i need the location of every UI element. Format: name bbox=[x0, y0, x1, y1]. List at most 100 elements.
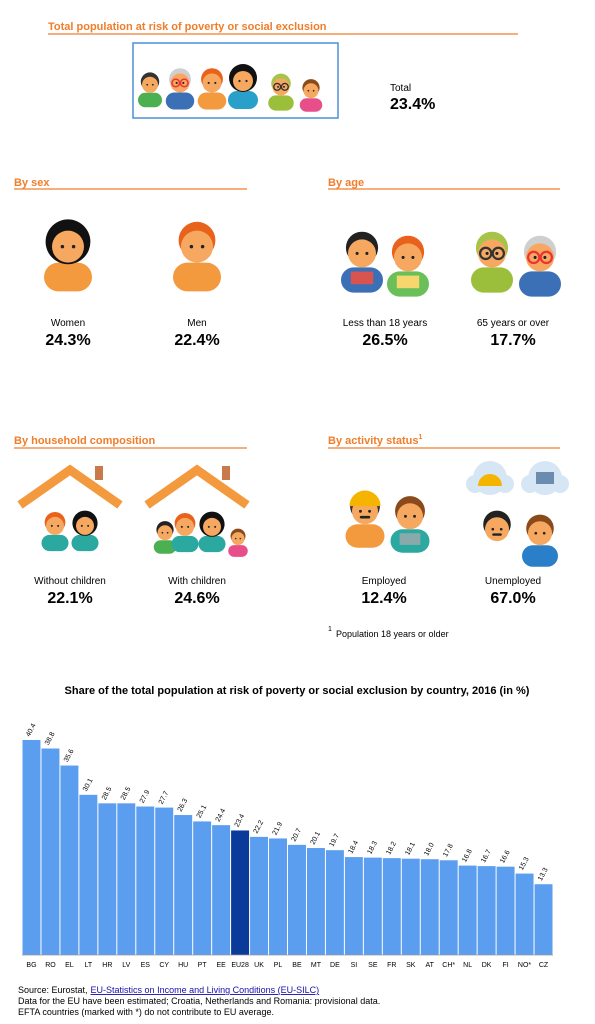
value-label: 30.1 bbox=[82, 777, 95, 792]
value-label: 16.7 bbox=[480, 849, 493, 864]
item-value: 22.1% bbox=[47, 590, 92, 607]
icon-eye bbox=[146, 83, 149, 86]
bar bbox=[136, 806, 155, 955]
x-tick-label: RO bbox=[45, 962, 56, 969]
source-link[interactable]: EU-Statistics on Income and Living Condi… bbox=[91, 985, 320, 995]
section-title: By age bbox=[328, 177, 364, 189]
icon-bubble bbox=[466, 475, 484, 493]
icon-body bbox=[138, 92, 162, 108]
bar bbox=[98, 803, 117, 955]
item-label: 65 years or over bbox=[477, 318, 550, 329]
person-icon bbox=[197, 68, 227, 110]
value-label: 18.4 bbox=[347, 840, 360, 855]
icon-register bbox=[536, 472, 554, 484]
main-title: Total population at risk of poverty or s… bbox=[48, 21, 327, 33]
x-tick-label: SK bbox=[406, 962, 416, 969]
icon-eye bbox=[277, 85, 279, 88]
icon-body bbox=[471, 267, 513, 293]
person-icon bbox=[479, 510, 515, 563]
x-tick-label: BG bbox=[26, 962, 36, 969]
icon-eye bbox=[404, 514, 407, 518]
x-tick-label: SE bbox=[368, 962, 378, 969]
item-label: Men bbox=[187, 318, 206, 329]
item-label: Unemployed bbox=[485, 576, 541, 587]
icon-body bbox=[299, 98, 323, 112]
icon-glasses bbox=[491, 246, 506, 261]
item-value: 24.6% bbox=[174, 590, 219, 607]
icon-face bbox=[46, 516, 64, 535]
bar bbox=[288, 844, 306, 955]
icon-face bbox=[157, 525, 173, 541]
person-icon bbox=[228, 64, 258, 109]
x-tick-label: NO* bbox=[518, 962, 532, 969]
bar-chart: 40.4 BG 38.8 RO 35.6 EL 30.1 LT 28.5 HR 28.5 LV 27.9… bbox=[22, 723, 553, 969]
bar bbox=[79, 794, 98, 955]
icon-body bbox=[522, 545, 558, 567]
x-tick-label: EL bbox=[65, 962, 74, 969]
section-title-text: By activity status bbox=[328, 435, 418, 447]
x-tick-label: MT bbox=[311, 962, 322, 969]
bar bbox=[382, 858, 401, 955]
icon-roof bbox=[17, 464, 123, 509]
icon-body bbox=[171, 535, 199, 553]
person-icon bbox=[165, 68, 195, 110]
icon-book bbox=[172, 95, 188, 104]
value-label: 21.9 bbox=[272, 821, 285, 836]
value-label: 28.5 bbox=[101, 786, 114, 801]
value-label: 15.3 bbox=[518, 856, 531, 871]
icon-eye bbox=[239, 537, 241, 540]
icon-book bbox=[396, 275, 420, 289]
person-icon bbox=[153, 521, 177, 554]
item-value: 26.5% bbox=[362, 332, 407, 349]
bar bbox=[477, 866, 496, 955]
icon-body bbox=[228, 545, 248, 557]
item-value: 22.4% bbox=[174, 332, 219, 349]
icon-eye bbox=[491, 527, 495, 531]
value-label: 23.4 bbox=[234, 813, 247, 828]
x-tick-label: UK bbox=[254, 962, 264, 969]
x-tick-label: NL bbox=[463, 962, 472, 969]
value-label: 35.6 bbox=[63, 748, 76, 763]
icon-glasses bbox=[478, 246, 493, 261]
x-tick-label: LT bbox=[85, 962, 93, 969]
icon-eye bbox=[401, 255, 405, 259]
item-value: 17.7% bbox=[490, 332, 535, 349]
icon-eye bbox=[365, 251, 369, 255]
value-label: 25.1 bbox=[196, 804, 209, 819]
source-note: Data for the EU have been estimated; Cro… bbox=[18, 996, 380, 1006]
bar bbox=[534, 884, 553, 955]
icon-eye bbox=[499, 527, 503, 531]
icon-eye bbox=[245, 79, 248, 83]
value-label: 13.3 bbox=[537, 867, 550, 882]
person-icon bbox=[173, 221, 221, 292]
person-icon bbox=[299, 79, 323, 112]
x-tick-label: HR bbox=[102, 962, 112, 969]
icon-glasses bbox=[280, 82, 289, 91]
person-icon bbox=[387, 235, 429, 297]
x-tick-label: FI bbox=[502, 962, 508, 969]
icon-body bbox=[228, 91, 258, 109]
person-icon bbox=[198, 511, 226, 553]
bar bbox=[515, 873, 534, 955]
icon-eye bbox=[200, 244, 205, 249]
icon-eye bbox=[283, 85, 285, 88]
icon-eye bbox=[235, 537, 237, 540]
value-label: 19.7 bbox=[328, 833, 341, 848]
icon-face bbox=[76, 516, 94, 535]
value-label: 16.8 bbox=[461, 848, 474, 863]
icon-glasses bbox=[526, 250, 541, 265]
illustrations bbox=[17, 64, 569, 567]
icon-eye bbox=[175, 81, 178, 84]
icon-body bbox=[198, 535, 226, 553]
bar bbox=[212, 825, 231, 955]
icon-roof bbox=[144, 464, 250, 509]
bar bbox=[439, 860, 458, 955]
section-title: By household composition bbox=[14, 435, 155, 447]
icon-moustache bbox=[359, 515, 371, 519]
bar bbox=[401, 858, 420, 955]
icon-glasses bbox=[273, 82, 282, 91]
icon-eye bbox=[534, 531, 538, 535]
value-label: 18.0 bbox=[423, 842, 436, 857]
bar bbox=[496, 866, 515, 955]
icon-body bbox=[44, 262, 92, 292]
